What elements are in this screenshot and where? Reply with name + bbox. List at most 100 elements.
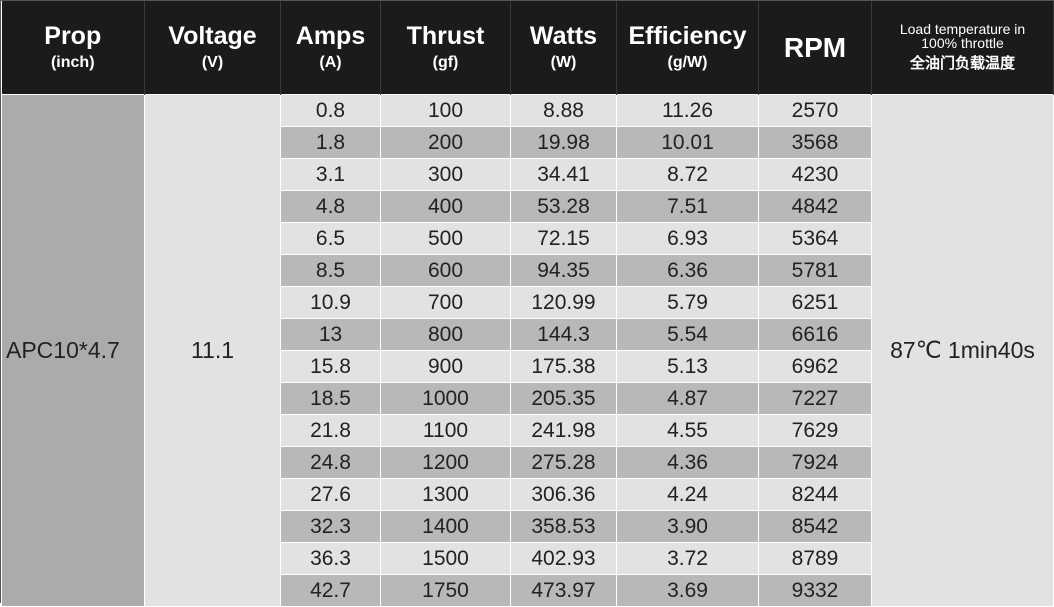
efficiency-cell: 5.54 bbox=[616, 318, 759, 351]
voltage-cell: 11.1 bbox=[144, 94, 281, 607]
thrust-cell: 1000 bbox=[380, 382, 511, 415]
thrust-cell: 1100 bbox=[380, 414, 511, 447]
header-prop: Prop (inch) bbox=[1, 1, 145, 95]
thrust-cell: 600 bbox=[380, 254, 511, 287]
amps-cell: 32.3 bbox=[280, 510, 381, 543]
rpm-cell: 4842 bbox=[758, 190, 872, 223]
watts-cell: 205.35 bbox=[510, 382, 617, 415]
header-watts-unit: (W) bbox=[550, 53, 577, 71]
table-body: APC10*4.7 11.1 0.8 100 8.88 11.26 2570 87℃ 1min… bbox=[1, 94, 1054, 607]
header-prop-label: Prop bbox=[44, 21, 102, 50]
efficiency-cell: 4.24 bbox=[616, 478, 759, 511]
table-row: 4.8 400 53.28 7.51 4842 bbox=[2, 190, 1054, 223]
watts-cell: 19.98 bbox=[510, 126, 617, 159]
efficiency-cell: 10.01 bbox=[616, 126, 759, 159]
header-voltage: Voltage (V) bbox=[144, 1, 281, 95]
amps-cell: 0.8 bbox=[280, 94, 381, 127]
thrust-cell: 100 bbox=[380, 94, 511, 127]
amps-cell: 4.8 bbox=[280, 190, 381, 223]
efficiency-cell: 8.72 bbox=[616, 158, 759, 191]
table-row: 36.3 1500 402.93 3.72 8789 bbox=[2, 542, 1054, 575]
rpm-cell: 2570 bbox=[758, 94, 872, 127]
header-row: Prop (inch) Voltage (V) Amps (A) Thrust … bbox=[1, 1, 1054, 95]
watts-cell: 473.97 bbox=[510, 574, 617, 607]
amps-cell: 3.1 bbox=[280, 158, 381, 191]
rpm-cell: 5364 bbox=[758, 222, 872, 255]
amps-cell: 15.8 bbox=[280, 350, 381, 383]
thrust-cell: 300 bbox=[380, 158, 511, 191]
efficiency-cell: 4.87 bbox=[616, 382, 759, 415]
header-prop-unit: (inch) bbox=[50, 53, 95, 71]
rpm-cell: 6962 bbox=[758, 350, 872, 383]
efficiency-cell: 11.26 bbox=[616, 94, 759, 127]
rpm-cell: 9332 bbox=[758, 574, 872, 607]
amps-cell: 13 bbox=[280, 318, 381, 351]
amps-cell: 18.5 bbox=[280, 382, 381, 415]
table-row: 10.9 700 120.99 5.79 6251 bbox=[2, 286, 1054, 319]
thrust-cell: 1400 bbox=[380, 510, 511, 543]
rpm-cell: 7227 bbox=[758, 382, 872, 415]
header-thrust-label: Thrust bbox=[406, 21, 485, 50]
table-row: 32.3 1400 358.53 3.90 8542 bbox=[2, 510, 1054, 543]
thrust-cell: 1200 bbox=[380, 446, 511, 479]
efficiency-cell: 3.72 bbox=[616, 542, 759, 575]
header-load-temperature: Load temperature in 100% throttle 全油门负载温… bbox=[871, 1, 1054, 95]
rpm-cell: 5781 bbox=[758, 254, 872, 287]
amps-cell: 24.8 bbox=[280, 446, 381, 479]
header-amps: Amps (A) bbox=[280, 1, 381, 95]
load-temperature-cell: 87℃ 1min40s bbox=[871, 94, 1054, 607]
amps-cell: 8.5 bbox=[280, 254, 381, 287]
header-amps-label: Amps bbox=[295, 21, 366, 50]
watts-cell: 275.28 bbox=[510, 446, 617, 479]
watts-cell: 94.35 bbox=[510, 254, 617, 287]
rpm-cell: 3568 bbox=[758, 126, 872, 159]
watts-cell: 34.41 bbox=[510, 158, 617, 191]
amps-cell: 42.7 bbox=[280, 574, 381, 607]
watts-cell: 72.15 bbox=[510, 222, 617, 255]
thrust-cell: 800 bbox=[380, 318, 511, 351]
efficiency-cell: 4.36 bbox=[616, 446, 759, 479]
header-rpm: RPM bbox=[758, 1, 872, 95]
header-efficiency: Efficiency (g/W) bbox=[616, 1, 759, 95]
header-load-temp-line1: Load temperature in bbox=[899, 20, 1026, 37]
thrust-cell: 900 bbox=[380, 350, 511, 383]
efficiency-cell: 4.55 bbox=[616, 414, 759, 447]
table-row: 42.7 1750 473.97 3.69 9332 bbox=[2, 574, 1054, 607]
thrust-cell: 1500 bbox=[380, 542, 511, 575]
efficiency-cell: 3.90 bbox=[616, 510, 759, 543]
efficiency-cell: 7.51 bbox=[616, 190, 759, 223]
watts-cell: 402.93 bbox=[510, 542, 617, 575]
efficiency-cell: 3.69 bbox=[616, 574, 759, 607]
thrust-cell: 200 bbox=[380, 126, 511, 159]
header-efficiency-label: Efficiency bbox=[628, 21, 747, 50]
table-row: 24.8 1200 275.28 4.36 7924 bbox=[2, 446, 1054, 479]
efficiency-cell: 6.36 bbox=[616, 254, 759, 287]
efficiency-cell: 6.93 bbox=[616, 222, 759, 255]
table-row: 1.8 200 19.98 10.01 3568 bbox=[2, 126, 1054, 159]
header-voltage-unit: (V) bbox=[201, 53, 224, 71]
header-amps-unit: (A) bbox=[319, 53, 342, 71]
efficiency-cell: 5.13 bbox=[616, 350, 759, 383]
table-row: 8.5 600 94.35 6.36 5781 bbox=[2, 254, 1054, 287]
thrust-cell: 400 bbox=[380, 190, 511, 223]
watts-cell: 358.53 bbox=[510, 510, 617, 543]
header-voltage-label: Voltage bbox=[168, 21, 257, 50]
watts-cell: 8.88 bbox=[510, 94, 617, 127]
rpm-cell: 7924 bbox=[758, 446, 872, 479]
header-load-temp-cn: 全油门负载温度 bbox=[909, 54, 1015, 72]
table-row: 15.8 900 175.38 5.13 6962 bbox=[2, 350, 1054, 383]
header-thrust-unit: (gf) bbox=[432, 53, 459, 71]
header-rpm-label: RPM bbox=[783, 32, 847, 63]
table-row: APC10*4.7 11.1 0.8 100 8.88 11.26 2570 87℃ 1min… bbox=[1, 94, 1054, 607]
table-row: 21.8 1100 241.98 4.55 7629 bbox=[2, 414, 1054, 447]
watts-cell: 241.98 bbox=[510, 414, 617, 447]
efficiency-cell: 5.79 bbox=[616, 286, 759, 319]
header-efficiency-unit: (g/W) bbox=[667, 53, 708, 71]
rpm-cell: 6251 bbox=[758, 286, 872, 319]
amps-cell: 36.3 bbox=[280, 542, 381, 575]
rpm-cell: 8542 bbox=[758, 510, 872, 543]
amps-cell: 21.8 bbox=[280, 414, 381, 447]
amps-cell: 10.9 bbox=[280, 286, 381, 319]
